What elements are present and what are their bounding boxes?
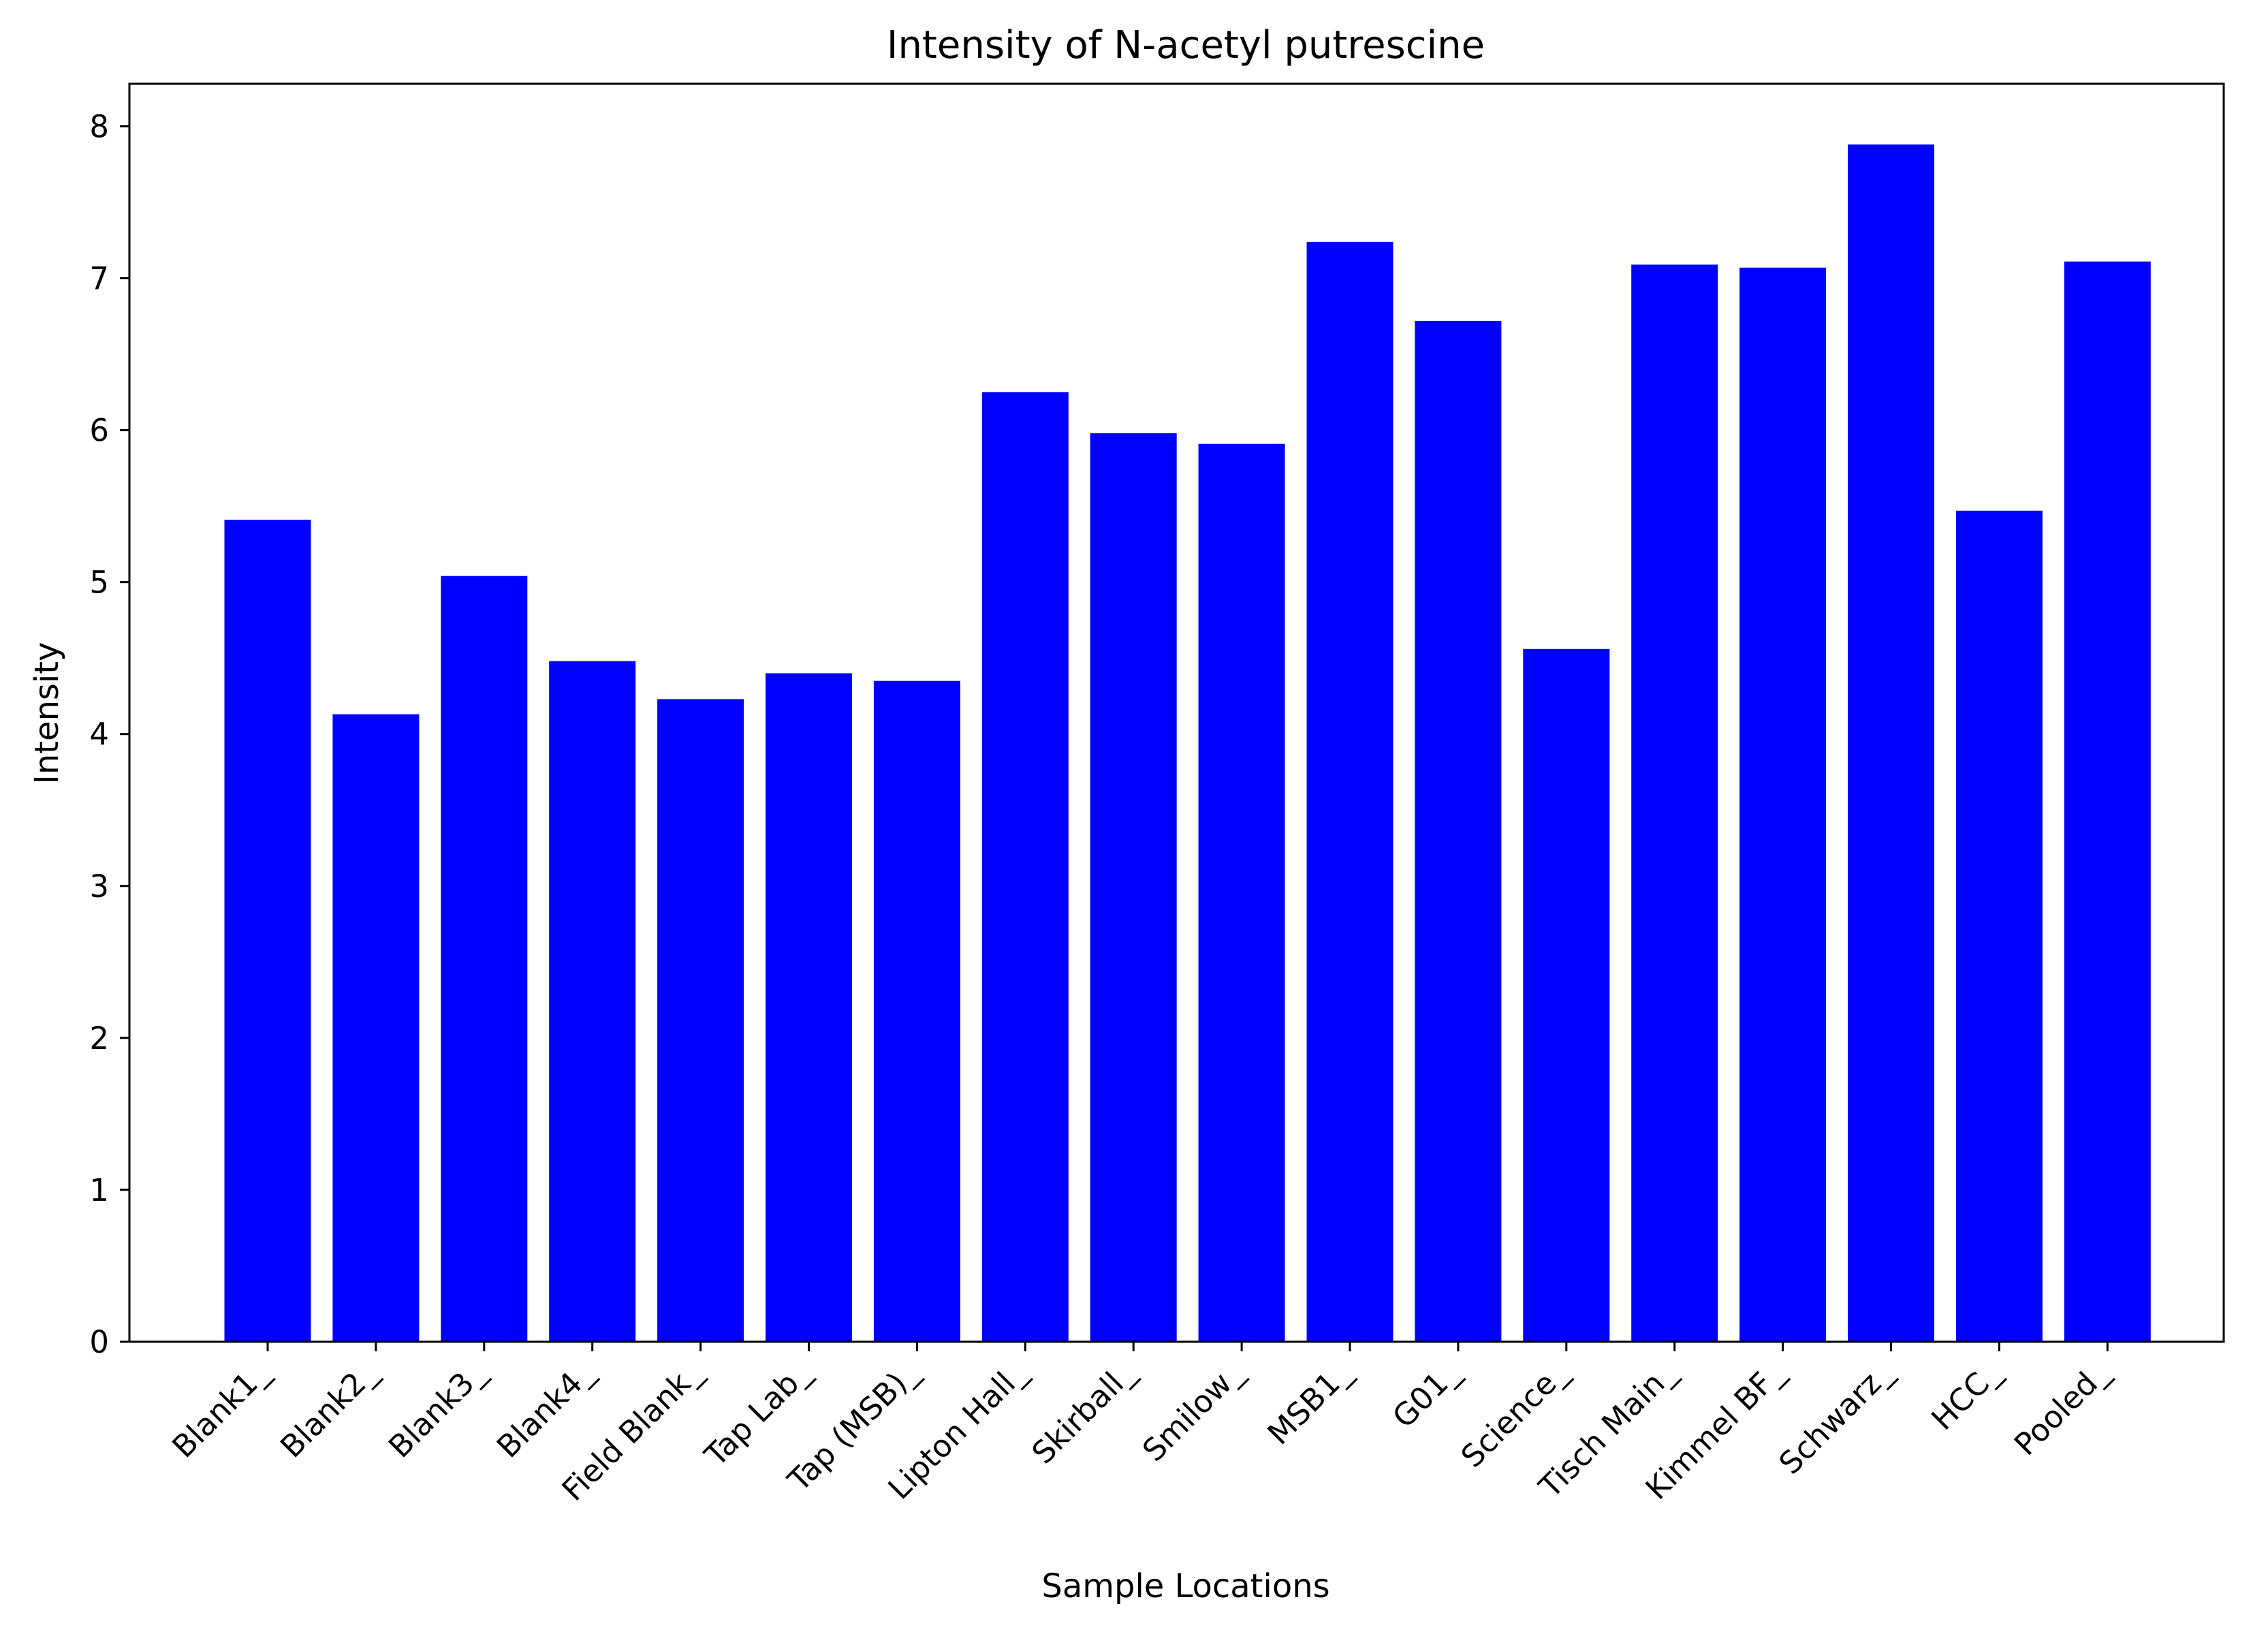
bars-group bbox=[224, 144, 2151, 1342]
bar-g01 bbox=[1415, 321, 1502, 1342]
x-tick-label-skirball: Skirball_ bbox=[1025, 1354, 1142, 1471]
y-tick-label-4: 4 bbox=[89, 717, 109, 753]
x-tick-label-blank3: Blank3_ bbox=[381, 1354, 492, 1465]
x-tick-label-smilow: Smilow_ bbox=[1135, 1354, 1250, 1468]
bar-schwarz bbox=[1848, 144, 1934, 1342]
bar-blank2 bbox=[332, 714, 420, 1342]
bar-smilow bbox=[1198, 443, 1285, 1342]
x-tick-label-hcc: HCC_ bbox=[1924, 1354, 2007, 1437]
bar-science bbox=[1523, 648, 1610, 1342]
bar-tap-msb bbox=[873, 680, 960, 1342]
bar-kimmel-bf bbox=[1739, 267, 1827, 1342]
x-tick-label-g01: G01_ bbox=[1385, 1354, 1466, 1435]
y-tick-label-3: 3 bbox=[89, 868, 109, 904]
bar-lipton-hall bbox=[981, 392, 1069, 1342]
y-tick-label-6: 6 bbox=[89, 413, 109, 449]
x-tick-label-blank1: Blank1_ bbox=[165, 1354, 276, 1465]
bar-tisch-main bbox=[1631, 264, 1718, 1342]
bar-blank1 bbox=[224, 520, 311, 1342]
x-axis-label: Sample Locations bbox=[1041, 1567, 1329, 1605]
chart-title: Intensity of N-acetyl putrescine bbox=[887, 23, 1485, 67]
x-tick-label-blank4: Blank4_ bbox=[490, 1354, 601, 1465]
bar-msb1 bbox=[1306, 242, 1393, 1342]
y-tick-label-2: 2 bbox=[89, 1020, 109, 1056]
bar-hcc bbox=[1955, 510, 2043, 1342]
y-tick-label-5: 5 bbox=[89, 565, 109, 601]
y-axis: 0 1 2 3 4 5 6 7 8 bbox=[89, 108, 129, 1360]
bar-field-blank bbox=[657, 699, 744, 1342]
y-tick-label-8: 8 bbox=[89, 108, 109, 144]
bar-pooled bbox=[2064, 262, 2151, 1342]
x-axis: Blank1_Blank2_Blank3_Blank4_Field Blank_… bbox=[165, 1342, 2115, 1508]
y-tick-label-0: 0 bbox=[89, 1324, 109, 1360]
bar-blank3 bbox=[441, 576, 528, 1342]
x-tick-label-schwarz: Schwarz_ bbox=[1772, 1354, 1900, 1481]
y-tick-label-7: 7 bbox=[89, 261, 109, 297]
bar-skirball bbox=[1090, 433, 1177, 1342]
y-tick-label-1: 1 bbox=[89, 1172, 109, 1208]
bar-blank4 bbox=[549, 661, 636, 1342]
x-tick-label-msb1: MSB1_ bbox=[1261, 1354, 1358, 1451]
y-axis-label: Intensity bbox=[28, 642, 66, 785]
x-tick-label-blank2: Blank2_ bbox=[273, 1354, 384, 1465]
x-tick-label-pooled: Pooled_ bbox=[2007, 1354, 2115, 1462]
bar-tap-lab bbox=[766, 673, 852, 1342]
plot-frame bbox=[128, 82, 2225, 1343]
